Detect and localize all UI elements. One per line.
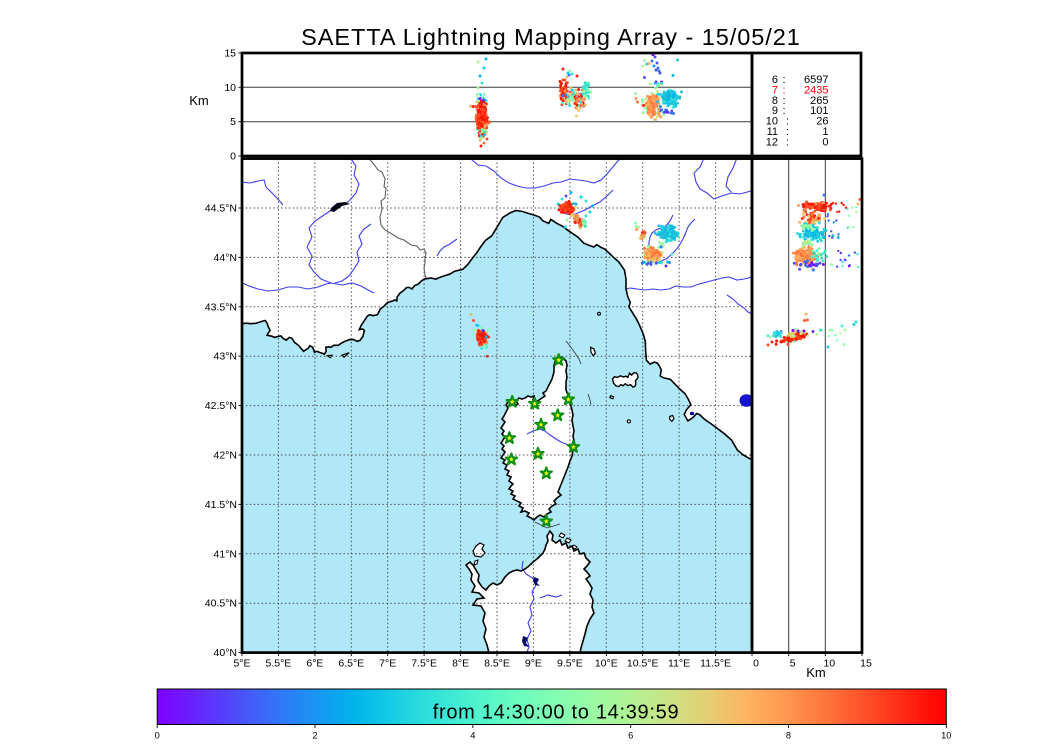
svg-text:8: 8: [786, 731, 791, 741]
svg-text:26: 26: [816, 116, 828, 128]
svg-text:10°E: 10°E: [595, 658, 618, 670]
svg-text:8.5°E: 8.5°E: [484, 658, 510, 670]
svg-text:5.5°E: 5.5°E: [265, 658, 291, 670]
svg-text:6°E: 6°E: [306, 658, 323, 670]
svg-text:8: 8: [772, 95, 778, 107]
svg-text::: :: [782, 105, 785, 117]
svg-text:9°E: 9°E: [525, 658, 542, 670]
svg-text:10: 10: [941, 731, 951, 741]
svg-text:42°N: 42°N: [214, 450, 237, 462]
svg-text:40.5°N: 40.5°N: [205, 598, 237, 610]
svg-text:15: 15: [224, 48, 236, 60]
svg-text:10: 10: [224, 82, 236, 94]
svg-text:10: 10: [823, 658, 835, 670]
svg-text:44°N: 44°N: [214, 252, 237, 264]
svg-text:5: 5: [230, 116, 236, 128]
svg-text:0: 0: [822, 136, 828, 148]
svg-text::: :: [786, 126, 789, 138]
svg-text::: :: [786, 136, 789, 148]
svg-text:6.5°E: 6.5°E: [338, 658, 364, 670]
svg-text:0: 0: [155, 731, 160, 741]
svg-text:2: 2: [312, 731, 317, 741]
svg-text:9.5°E: 9.5°E: [557, 658, 583, 670]
svg-text:Km: Km: [189, 93, 209, 108]
svg-text:6: 6: [628, 731, 633, 741]
svg-text::: :: [782, 95, 785, 107]
svg-text:5°E: 5°E: [233, 658, 250, 670]
svg-text:8°E: 8°E: [452, 658, 469, 670]
svg-text:6: 6: [772, 74, 778, 86]
svg-text:11.5°E: 11.5°E: [700, 658, 731, 670]
svg-text:15: 15: [860, 658, 872, 670]
svg-text:Km: Km: [806, 665, 826, 680]
svg-text:2435: 2435: [804, 84, 828, 96]
svg-text:11: 11: [767, 126, 778, 138]
svg-text:4: 4: [470, 731, 475, 741]
svg-text:7: 7: [772, 84, 778, 96]
svg-text:0: 0: [230, 151, 236, 163]
svg-text:10.5°E: 10.5°E: [627, 658, 659, 670]
svg-text:265: 265: [810, 95, 828, 107]
svg-text:40°N: 40°N: [214, 647, 237, 659]
svg-text:SAETTA Lightning Mapping Array: SAETTA Lightning Mapping Array - 15/05/2…: [301, 24, 801, 50]
svg-text:7.5°E: 7.5°E: [411, 658, 437, 670]
svg-text:10: 10: [766, 116, 778, 128]
svg-text:43.5°N: 43.5°N: [205, 301, 237, 313]
svg-text:41.5°N: 41.5°N: [205, 499, 237, 511]
svg-text:12: 12: [766, 136, 778, 148]
svg-text:42.5°N: 42.5°N: [205, 400, 237, 412]
svg-text:6597: 6597: [804, 74, 828, 86]
svg-text:7°E: 7°E: [379, 658, 396, 670]
svg-text::: :: [782, 74, 785, 86]
svg-text:101: 101: [810, 105, 828, 117]
svg-text:0: 0: [753, 658, 759, 670]
svg-text::: :: [786, 116, 789, 128]
svg-text:41°N: 41°N: [214, 548, 237, 560]
svg-text:from 14:30:00 to 14:39:59: from 14:30:00 to 14:39:59: [433, 702, 680, 724]
svg-text:5: 5: [790, 658, 796, 670]
svg-text:9: 9: [772, 105, 778, 117]
svg-text:44.5°N: 44.5°N: [205, 203, 237, 215]
svg-text::: :: [782, 84, 785, 96]
svg-text:1: 1: [822, 126, 828, 138]
svg-text:43°N: 43°N: [214, 351, 237, 363]
svg-text:11°E: 11°E: [668, 658, 690, 670]
